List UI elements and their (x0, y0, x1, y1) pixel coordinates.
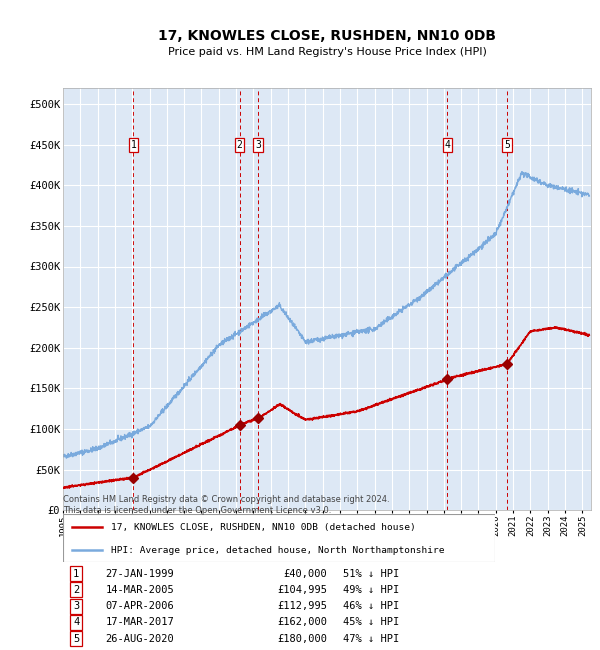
Text: 5: 5 (73, 634, 79, 644)
Text: 1: 1 (73, 569, 79, 578)
Text: 5: 5 (504, 140, 510, 150)
Text: 1: 1 (131, 140, 136, 150)
Text: 17, KNOWLES CLOSE, RUSHDEN, NN10 0DB: 17, KNOWLES CLOSE, RUSHDEN, NN10 0DB (158, 29, 496, 43)
Text: HPI: Average price, detached house, North Northamptonshire: HPI: Average price, detached house, Nort… (110, 545, 444, 554)
Text: 46% ↓ HPI: 46% ↓ HPI (343, 601, 399, 611)
Text: 27-JAN-1999: 27-JAN-1999 (105, 569, 174, 578)
Text: 07-APR-2006: 07-APR-2006 (105, 601, 174, 611)
Text: 51% ↓ HPI: 51% ↓ HPI (343, 569, 399, 578)
Text: 26-AUG-2020: 26-AUG-2020 (105, 634, 174, 644)
Text: £162,000: £162,000 (277, 618, 327, 627)
Text: £112,995: £112,995 (277, 601, 327, 611)
FancyBboxPatch shape (63, 514, 495, 562)
Text: 45% ↓ HPI: 45% ↓ HPI (343, 618, 399, 627)
Text: £180,000: £180,000 (277, 634, 327, 644)
Text: £40,000: £40,000 (283, 569, 327, 578)
Text: 2: 2 (73, 585, 79, 595)
Text: This data is licensed under the Open Government Licence v3.0.: This data is licensed under the Open Gov… (63, 506, 331, 515)
Text: 17, KNOWLES CLOSE, RUSHDEN, NN10 0DB (detached house): 17, KNOWLES CLOSE, RUSHDEN, NN10 0DB (de… (110, 523, 415, 532)
Text: Price paid vs. HM Land Registry's House Price Index (HPI): Price paid vs. HM Land Registry's House … (167, 47, 487, 57)
Text: Contains HM Land Registry data © Crown copyright and database right 2024.: Contains HM Land Registry data © Crown c… (63, 495, 389, 504)
Text: 3: 3 (73, 601, 79, 611)
Text: 14-MAR-2005: 14-MAR-2005 (105, 585, 174, 595)
Text: 3: 3 (255, 140, 261, 150)
Text: 2: 2 (236, 140, 242, 150)
Text: 4: 4 (445, 140, 451, 150)
Text: £104,995: £104,995 (277, 585, 327, 595)
Text: 47% ↓ HPI: 47% ↓ HPI (343, 634, 399, 644)
Text: 17-MAR-2017: 17-MAR-2017 (105, 618, 174, 627)
Text: 49% ↓ HPI: 49% ↓ HPI (343, 585, 399, 595)
Text: 4: 4 (73, 618, 79, 627)
